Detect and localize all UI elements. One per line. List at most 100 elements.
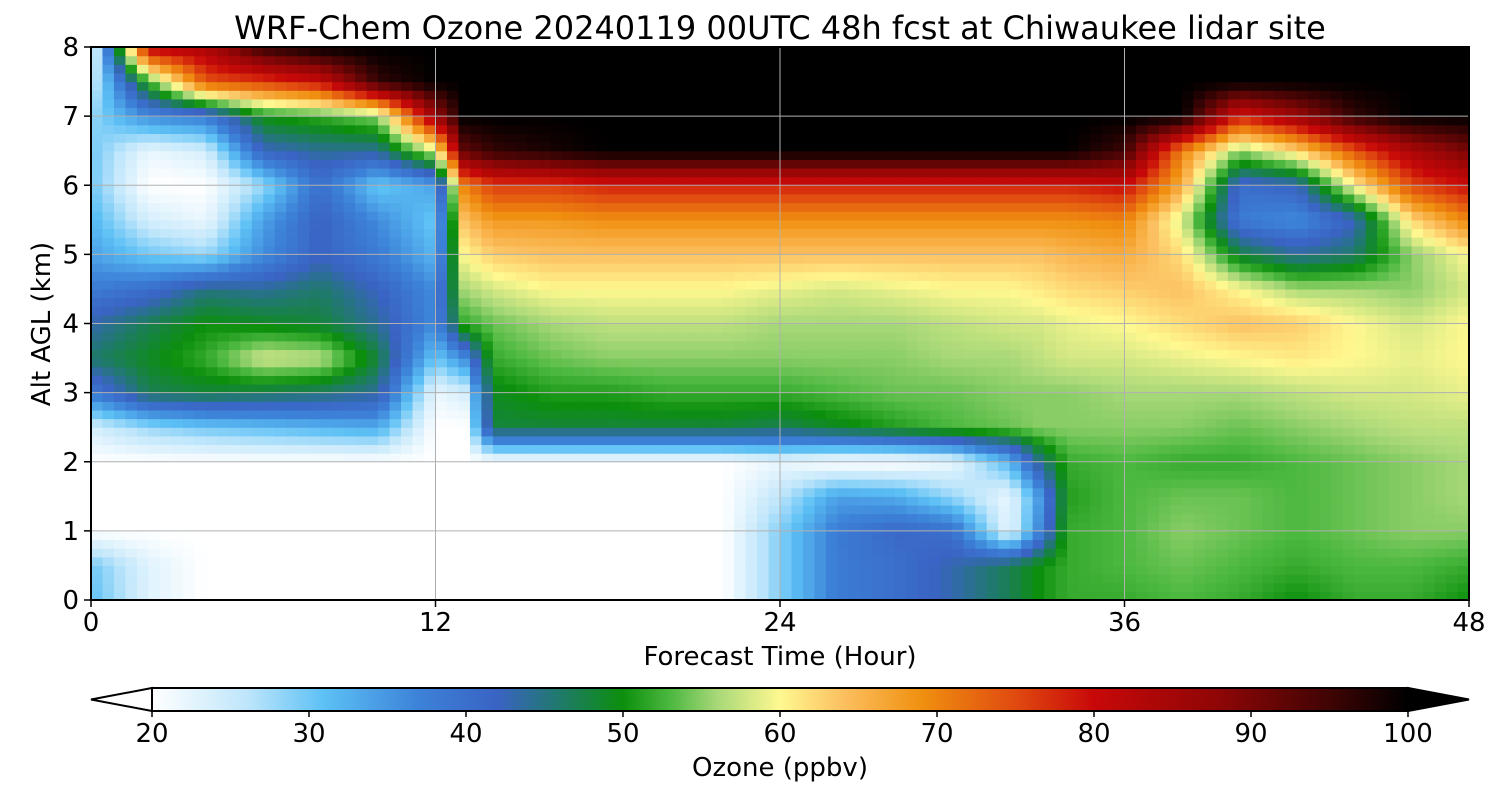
heatmap-cell — [263, 375, 276, 385]
heatmap-cell — [1285, 582, 1298, 592]
heatmap-cell — [446, 444, 460, 454]
heatmap-cell — [251, 470, 264, 480]
heatmap-cell — [1331, 530, 1344, 541]
heatmap-cell — [263, 435, 276, 446]
heatmap-cell — [1296, 263, 1309, 273]
heatmap-cell — [1135, 548, 1149, 558]
heatmap-cell — [1158, 288, 1172, 299]
heatmap-cell — [653, 383, 666, 394]
heatmap-cell — [986, 513, 999, 523]
heatmap-cell — [1135, 332, 1149, 342]
heatmap-cell — [1354, 513, 1367, 523]
heatmap-cell — [504, 366, 517, 376]
heatmap-cell — [848, 565, 861, 575]
heatmap-cell — [975, 306, 988, 316]
heatmap-cell — [952, 401, 965, 411]
heatmap-cell — [550, 435, 563, 446]
heatmap-cell — [791, 271, 804, 281]
heatmap-cell — [963, 280, 976, 290]
heatmap-cell — [584, 280, 597, 290]
heatmap-cell — [1227, 306, 1240, 316]
heatmap-cell — [653, 461, 666, 471]
heatmap-cell — [389, 392, 402, 402]
heatmap-cell — [802, 522, 816, 532]
heatmap-cell — [1216, 401, 1229, 411]
heatmap-cell — [136, 271, 150, 281]
heatmap-cell — [998, 245, 1011, 255]
heatmap-cell — [1009, 496, 1022, 506]
heatmap-cell — [1193, 453, 1206, 463]
heatmap-cell — [1147, 349, 1160, 359]
heatmap-cell — [573, 427, 586, 437]
heatmap-cell — [952, 314, 965, 325]
heatmap-cell — [550, 479, 563, 489]
heatmap-cell — [1319, 470, 1332, 480]
heatmap-cell — [791, 461, 804, 471]
heatmap-cell — [1239, 245, 1252, 255]
heatmap-cell — [837, 418, 850, 428]
heatmap-cell — [1388, 591, 1401, 601]
heatmap-cell — [182, 254, 195, 264]
heatmap-cell — [1365, 383, 1378, 394]
heatmap-cell — [159, 487, 172, 497]
heatmap-cell — [871, 245, 884, 255]
heatmap-cell — [446, 297, 460, 307]
heatmap-cell — [653, 254, 666, 264]
heatmap-cell — [1067, 306, 1080, 316]
heatmap-cell — [1204, 263, 1217, 273]
heatmap-cell — [722, 548, 735, 558]
heatmap-cell — [1216, 349, 1229, 359]
heatmap-cell — [940, 245, 953, 255]
heatmap-cell — [711, 306, 724, 316]
heatmap-cell — [1285, 323, 1298, 333]
heatmap-cell — [1273, 548, 1286, 558]
heatmap-cell — [240, 496, 253, 506]
heatmap-cell — [894, 487, 907, 497]
heatmap-cell — [1113, 280, 1126, 290]
heatmap-cell — [1411, 461, 1424, 471]
heatmap-cell — [688, 530, 701, 541]
heatmap-cell — [1388, 392, 1401, 402]
heatmap-cell — [217, 323, 230, 333]
heatmap-cell — [274, 470, 287, 480]
heatmap-cell — [320, 444, 333, 454]
heatmap-cell — [1078, 401, 1091, 411]
heatmap-cell — [894, 591, 907, 601]
heatmap-cell — [711, 435, 724, 446]
heatmap-cell — [504, 479, 517, 489]
heatmap-cell — [492, 375, 505, 385]
heatmap-cell — [1262, 297, 1275, 307]
heatmap-cell — [607, 470, 620, 480]
heatmap-cell — [1135, 375, 1149, 385]
heatmap-cell — [1446, 366, 1459, 376]
heatmap-cell — [745, 582, 758, 592]
heatmap-cell — [630, 418, 643, 428]
heatmap-cell — [274, 358, 287, 368]
heatmap-cell — [780, 461, 793, 471]
heatmap-cell — [986, 306, 999, 316]
heatmap-cell — [1009, 297, 1022, 307]
heatmap-cell — [1204, 306, 1217, 316]
heatmap-cell — [1135, 522, 1149, 532]
heatmap-cell — [102, 366, 115, 376]
heatmap-cell — [1055, 271, 1068, 281]
heatmap-cell — [1181, 453, 1194, 463]
heatmap-cell — [1331, 297, 1344, 307]
heatmap-cell — [538, 418, 551, 428]
heatmap-cell — [780, 539, 793, 549]
heatmap-cell — [1377, 565, 1390, 575]
heatmap-cell — [309, 453, 322, 463]
heatmap-cell — [515, 288, 528, 299]
heatmap-cell — [1135, 288, 1149, 299]
heatmap-cell — [492, 461, 505, 471]
heatmap-cell — [1400, 461, 1413, 471]
heatmap-cell — [355, 263, 368, 273]
heatmap-cell — [1446, 401, 1459, 411]
heatmap-cell — [1400, 591, 1413, 601]
heatmap-cell — [1170, 323, 1183, 333]
heatmap-cell — [1285, 280, 1298, 290]
heatmap-cell — [469, 539, 483, 549]
heatmap-cell — [1021, 358, 1034, 368]
heatmap-cell — [1308, 297, 1321, 307]
heatmap-cell — [596, 366, 609, 376]
